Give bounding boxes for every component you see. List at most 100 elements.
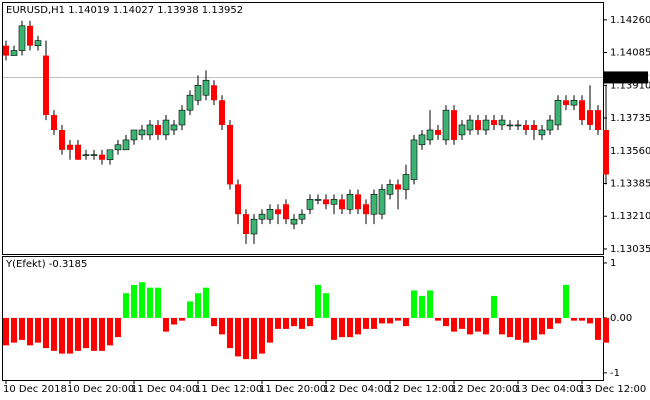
- bar: [475, 317, 481, 332]
- x-tick-label: 13 Dec 12:00: [579, 384, 646, 395]
- bar: [3, 317, 9, 346]
- candle-body: [235, 184, 241, 215]
- y-tick-label: 1.14260: [610, 15, 650, 26]
- y-tick-label: 1.13035: [610, 244, 650, 255]
- bar: [563, 284, 569, 318]
- bar: [35, 317, 41, 343]
- candle-body: [114, 144, 122, 151]
- candle-body: [531, 124, 537, 130]
- bar: [547, 317, 553, 329]
- y-tick-label: 1.13560: [610, 146, 650, 157]
- bar: [387, 317, 393, 324]
- candle-body: [491, 120, 497, 125]
- candle-body: [418, 134, 426, 146]
- candle-body: [59, 129, 65, 150]
- candle-body: [386, 184, 394, 195]
- y-tick-label: 1: [610, 258, 616, 269]
- x-tick-label: 11 Dec 20:00: [259, 384, 326, 395]
- bar: [59, 317, 65, 354]
- bar: [267, 317, 273, 343]
- x-tick-label: 11 Dec 04:00: [131, 384, 198, 395]
- candle-body: [27, 25, 33, 46]
- candle-body: [426, 129, 434, 141]
- candle-body: [138, 129, 146, 136]
- bar: [355, 317, 361, 335]
- candle-body: [298, 213, 306, 220]
- bar: [459, 317, 465, 329]
- bar: [595, 317, 601, 340]
- candle-body: [122, 139, 130, 151]
- candle-body: [202, 79, 210, 96]
- price-panel: [2, 2, 604, 255]
- bar: [211, 317, 217, 327]
- bar: [99, 317, 105, 351]
- candle-body: [106, 149, 114, 161]
- bar: [291, 317, 297, 327]
- y-tick-label: 1.13385: [610, 178, 650, 189]
- candle-body: [99, 154, 105, 160]
- x-tick-label: 13 Dec 04:00: [515, 384, 582, 395]
- last-price-label: 1.13952: [608, 72, 649, 83]
- candle-body: [75, 144, 81, 160]
- bar: [523, 317, 529, 343]
- candle-body: [355, 194, 361, 210]
- bar: [587, 317, 593, 324]
- candle-body: [451, 110, 457, 140]
- candle-body: [546, 119, 554, 131]
- bar: [507, 317, 513, 338]
- bar: [123, 293, 129, 318]
- x-tick-label: 11 Dec 12:00: [195, 384, 262, 395]
- bar: [43, 317, 49, 349]
- candle-body: [570, 99, 578, 106]
- candle-body: [410, 139, 418, 180]
- bar: [115, 317, 121, 338]
- candle-body: [466, 119, 474, 131]
- candle-body: [67, 144, 73, 150]
- candle-body: [538, 129, 546, 136]
- candle-body: [275, 209, 281, 215]
- candle-body: [435, 129, 441, 135]
- candle-body: [227, 124, 233, 185]
- x-tick-label: 12 Dec 20:00: [451, 384, 518, 395]
- bar: [27, 317, 33, 346]
- bar: [307, 317, 313, 327]
- chart-title: EURUSD,H1 1.14019 1.14027 1.13938 1.1395…: [6, 5, 243, 16]
- bar: [603, 317, 609, 343]
- bar: [11, 317, 17, 343]
- candle-body: [475, 120, 481, 130]
- candle-body: [514, 124, 522, 127]
- y-tick-label: 1.13210: [610, 211, 650, 222]
- bar: [283, 317, 289, 329]
- candle-body: [34, 40, 42, 46]
- bar: [435, 317, 441, 321]
- bar: [371, 317, 377, 329]
- candle-body: [162, 119, 170, 136]
- y-tick-label: 1.13735: [610, 113, 650, 124]
- candle-body: [458, 124, 466, 136]
- candle-body: [363, 204, 369, 215]
- bar: [19, 317, 25, 340]
- candle-body: [587, 110, 593, 125]
- bar: [491, 295, 497, 318]
- candle-body: [506, 124, 514, 127]
- candle-body: [18, 25, 26, 51]
- candle-body: [442, 109, 450, 141]
- bar: [315, 284, 321, 318]
- bar: [187, 301, 193, 318]
- bar: [515, 317, 521, 340]
- candle-body: [290, 218, 298, 225]
- bar: [75, 317, 81, 351]
- bar: [331, 317, 337, 340]
- bar: [51, 317, 57, 351]
- candle-body: [146, 124, 154, 136]
- candle-body: [370, 194, 378, 215]
- x-tick-label: 10 Dec 20:00: [67, 384, 134, 395]
- bar: [347, 317, 353, 338]
- candle-body: [51, 115, 57, 130]
- bar: [339, 317, 345, 338]
- bar: [571, 317, 577, 321]
- bar: [243, 317, 249, 360]
- bar: [555, 317, 561, 324]
- bar: [131, 284, 137, 318]
- y-tick-label: -1: [610, 368, 620, 379]
